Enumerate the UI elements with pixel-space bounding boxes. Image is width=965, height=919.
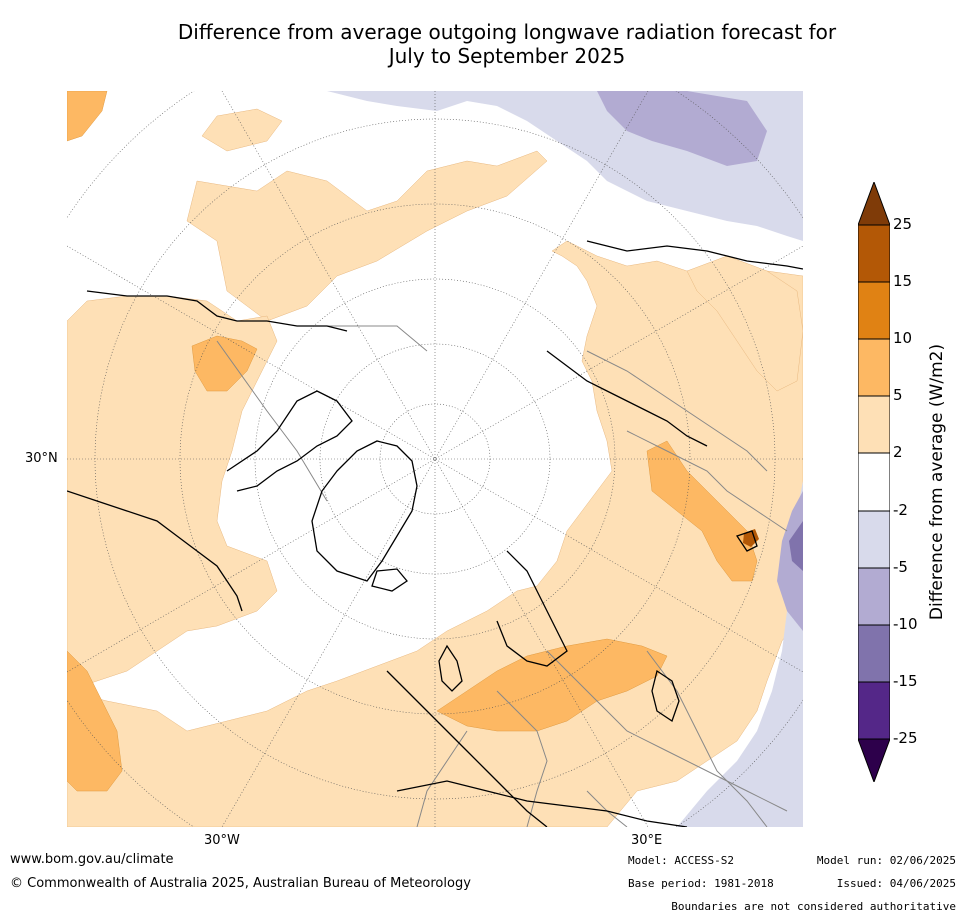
region-northwest-corner (67, 91, 108, 142)
footer-model-run: Model run: 02/06/2025 (816, 854, 956, 867)
colorbar-cap-top (858, 182, 890, 225)
coast-europe (386, 670, 548, 827)
footer-model: Model: ACCESS-S2 (628, 854, 734, 867)
region-alaska-hotspot (191, 335, 258, 392)
anomaly-5-to-10-regions (67, 91, 758, 792)
colorbar-bin-15-25 (858, 225, 890, 282)
region-neg-10-to-15-east (789, 521, 803, 571)
colorbar-tick-m10: -10 (893, 615, 918, 633)
region-neg-2-to-5-east (677, 481, 803, 827)
region-europe-hotspot (436, 638, 668, 732)
colorbar-label: Difference from average (W/m2) (927, 343, 947, 621)
colorbar-tick-m25: -25 (893, 729, 918, 747)
colorbar-tick-m2: -2 (893, 501, 908, 519)
anomaly-15-to-25-spot (743, 529, 759, 547)
chart-title: Difference from average outgoing longwav… (0, 20, 965, 68)
coast-russia-arctic (546, 350, 708, 447)
colorbar-bin-m15-m10 (858, 625, 890, 682)
footer-boundaries-note: Boundaries are not considered authoritat… (671, 900, 956, 913)
lat-label-30n: 30°N (25, 451, 58, 466)
coast-iceland (371, 568, 408, 592)
colorbar-bin-m25-m15 (858, 682, 890, 739)
region-north-pacific-west (201, 108, 283, 152)
region-north-pacific-east (186, 150, 548, 322)
colorbar-tick-15: 15 (893, 272, 913, 290)
title-line-2: July to September 2025 (388, 44, 626, 68)
colorbar-bin-m2-2 (858, 453, 890, 511)
region-neg-5-to-10-north (597, 91, 767, 166)
region-pacific-hotspot (67, 650, 123, 792)
colorbar-bin-10-15 (858, 282, 890, 339)
coastlines (67, 240, 803, 827)
region-east-siberia (686, 255, 803, 392)
coast-greenland (311, 440, 418, 582)
colorbar-bin-m5-m2 (858, 511, 890, 568)
footer-base-period: Base period: 1981-2018 (628, 877, 774, 890)
colorbar-tick-2: 2 (893, 443, 903, 461)
footer-issued: Issued: 04/06/2025 (836, 877, 956, 890)
coast-alaska (86, 290, 348, 332)
colorbar-bin-m10-m5 (858, 568, 890, 625)
colorbar-bin-5-10 (858, 339, 890, 396)
coast-caspian (651, 669, 680, 723)
region-central-asia-hotspot (646, 440, 758, 582)
coast-mediterranean (396, 780, 688, 827)
region-north-america (67, 295, 278, 692)
country-boundaries (216, 325, 788, 827)
coast-baikal (735, 530, 758, 552)
region-neg-5-to-10-east (777, 491, 803, 631)
colorbar-cap-bottom (858, 739, 890, 782)
colorbar-tick-25: 25 (893, 215, 913, 233)
polar-anomaly-map (67, 91, 803, 827)
title-line-1: Difference from average outgoing longwav… (177, 20, 837, 44)
anomaly-negative-regions (327, 91, 803, 827)
colorbar-tick-m15: -15 (893, 672, 918, 690)
coast-scandinavia (496, 550, 568, 667)
colorbar-tick-10: 10 (893, 329, 913, 347)
footer-copyright: © Commonwealth of Australia 2025, Austra… (10, 876, 471, 891)
lon-label-30w: 30°W (204, 833, 240, 848)
coast-canada-arctic (226, 390, 353, 492)
coast-siberia (586, 240, 803, 270)
coast-uk (438, 644, 463, 692)
coast-north-america (67, 490, 243, 612)
colorbar (858, 182, 890, 782)
colorbar-bin-2-5 (858, 396, 890, 453)
lon-label-30e: 30°E (631, 833, 663, 848)
colorbar-tick-m5: -5 (893, 558, 908, 576)
graticule (67, 91, 803, 827)
footer-website[interactable]: www.bom.gov.au/climate (10, 852, 174, 867)
colorbar-tick-5: 5 (893, 386, 903, 404)
